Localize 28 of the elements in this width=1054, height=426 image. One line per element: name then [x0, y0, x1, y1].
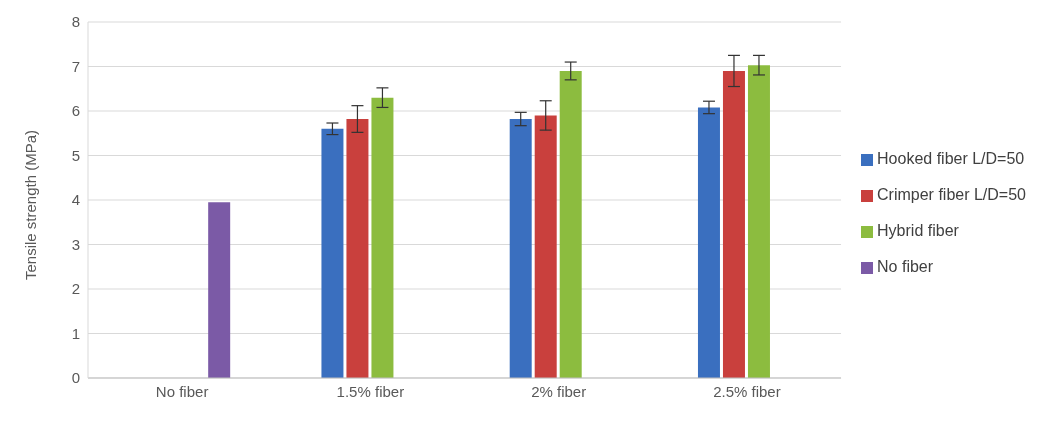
y-tick-label: 0 [71, 369, 80, 387]
y-axis-title: Tensile strength (MPa) [22, 129, 40, 280]
y-tick-label: 2 [71, 280, 80, 298]
y-tick-label: 6 [71, 102, 80, 120]
x-tick-label: 2.5% fiber [713, 382, 781, 400]
bar [697, 107, 720, 378]
y-tick-label: 5 [71, 146, 80, 164]
x-tick-label: 2% fiber [531, 382, 587, 400]
legend-label: Crimper fiber L/D=50 [877, 186, 1026, 203]
bar [371, 97, 394, 378]
x-tick-label: No fiber [155, 382, 209, 400]
y-tick-label: 3 [71, 235, 80, 253]
y-tick-label: 4 [71, 191, 80, 209]
bar [208, 202, 231, 378]
bar [509, 119, 532, 378]
y-tick-label: 7 [71, 57, 80, 75]
bar [346, 119, 369, 378]
legend-label: Hybrid fiber [877, 222, 959, 239]
y-tick-label: 8 [71, 13, 80, 31]
bar [559, 70, 582, 378]
legend-label: No fiber [877, 258, 934, 275]
bar [534, 115, 557, 378]
bar [747, 65, 770, 378]
bar [321, 128, 344, 378]
x-tick-label: 1.5% fiber [336, 382, 405, 400]
legend-label: Hooked fiber L/D=50 [877, 150, 1025, 167]
bar [722, 70, 745, 378]
y-tick-label: 1 [71, 324, 80, 342]
